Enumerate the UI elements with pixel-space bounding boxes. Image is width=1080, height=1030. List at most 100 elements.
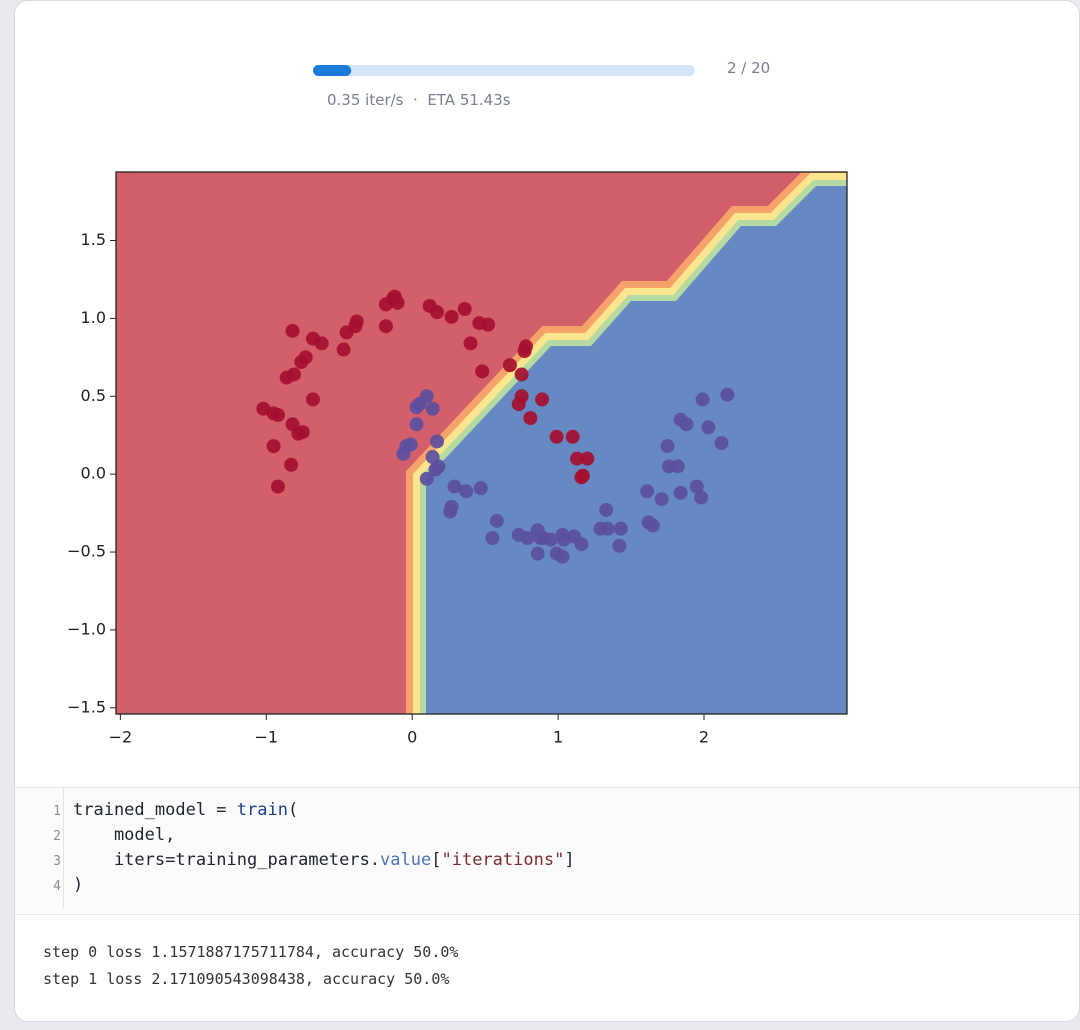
output-figure: −2 −1 0 1 2 −1.5 −1.0 −0.5 0.0 0.5 1.0 1.5: [67, 65, 848, 747]
code-line: iters=training_parameters.value["iterati…: [73, 850, 575, 870]
point: [443, 504, 458, 519]
point: [580, 451, 595, 466]
point: [694, 490, 709, 505]
plot-frame: [115, 171, 848, 715]
code-token: iters=training_parameters.: [73, 850, 381, 870]
point: [536, 531, 551, 546]
point: [523, 411, 538, 426]
point: [660, 439, 675, 454]
point: [612, 538, 627, 553]
y-tick-label: −0.5: [67, 542, 106, 561]
x-tick-label: 0: [407, 728, 417, 747]
code-token: (: [287, 800, 299, 820]
code-line: model,: [73, 825, 175, 845]
point: [270, 479, 285, 494]
y-tick-label: 1.0: [81, 308, 106, 327]
gutter: [63, 788, 64, 908]
y-tick-label: 0.5: [81, 386, 106, 405]
point: [613, 521, 628, 536]
y-tick-label: −1.0: [67, 619, 106, 638]
point: [266, 439, 281, 454]
progress-status: 0.35 iter/s · ETA 51.43s: [327, 91, 511, 109]
code-editor[interactable]: 1 2 3 4 trained_model = train( model, iters=…: [15, 787, 1079, 915]
code-token: model,: [73, 825, 176, 845]
decision-regions: [116, 172, 847, 714]
x-tick-label: 2: [699, 728, 709, 747]
x-tick-label: 1: [553, 728, 563, 747]
code-token: [: [431, 850, 442, 870]
line-number: 1: [53, 804, 61, 819]
point: [535, 392, 550, 407]
point: [419, 471, 434, 486]
point: [463, 336, 478, 351]
progress-fill: [313, 65, 352, 76]
region-blue: [426, 186, 847, 714]
point: [270, 407, 285, 422]
y-tick-label: 1.5: [81, 230, 106, 249]
point: [574, 537, 589, 552]
point: [720, 387, 735, 402]
code-token: ]: [564, 850, 575, 870]
point: [489, 513, 504, 528]
point: [298, 350, 313, 365]
code-token: "iterations": [441, 850, 565, 870]
y-tick-label: −1.5: [67, 697, 106, 716]
code-token: trained_model =: [73, 800, 237, 820]
progress-track: [313, 65, 695, 76]
line-number: 3: [53, 854, 61, 869]
notebook-cell: −2 −1 0 1 2 −1.5 −1.0 −0.5 0.0 0.5 1.0 1.5 2 / 20 0…: [14, 0, 1080, 1022]
point: [457, 302, 472, 317]
line-number: 4: [53, 879, 61, 894]
point: [295, 425, 310, 440]
point: [429, 305, 444, 320]
point: [670, 459, 685, 474]
point: [673, 485, 688, 500]
point: [284, 457, 299, 472]
progress-count: 2 / 20: [727, 59, 771, 77]
point: [555, 549, 570, 564]
point: [403, 437, 418, 452]
point: [444, 309, 459, 324]
point: [654, 492, 669, 507]
point: [570, 451, 585, 466]
point: [485, 531, 500, 546]
point: [514, 389, 529, 404]
point: [640, 484, 655, 499]
point: [520, 531, 535, 546]
point: [349, 314, 364, 329]
point: [459, 484, 474, 499]
point: [314, 336, 329, 351]
point: [549, 429, 564, 444]
point: [481, 317, 496, 332]
output-line: step 1 loss 2.171090543098438, accuracy …: [43, 970, 450, 988]
point: [701, 420, 716, 435]
code-token: value: [380, 850, 432, 870]
point: [502, 358, 517, 373]
point: [287, 367, 302, 382]
code-token: ): [73, 875, 84, 895]
code-line: trained_model = train(: [73, 800, 298, 820]
point: [689, 479, 704, 494]
point: [305, 392, 320, 407]
output-line: step 0 loss 1.1571887175711784, accuracy…: [43, 943, 459, 961]
point: [425, 401, 440, 416]
point: [428, 462, 443, 477]
point: [714, 436, 729, 450]
point: [599, 502, 614, 517]
point: [473, 481, 488, 496]
x-tick-label: −1: [254, 728, 278, 747]
point: [336, 342, 351, 357]
point: [679, 417, 694, 432]
point: [600, 521, 615, 536]
point: [565, 429, 580, 444]
point: [475, 364, 490, 379]
point: [447, 479, 462, 494]
point: [645, 518, 660, 533]
point: [695, 392, 710, 407]
point: [285, 323, 300, 338]
point: [412, 397, 427, 412]
x-tick-label: −2: [109, 728, 133, 747]
point: [530, 546, 545, 561]
point: [409, 417, 424, 432]
